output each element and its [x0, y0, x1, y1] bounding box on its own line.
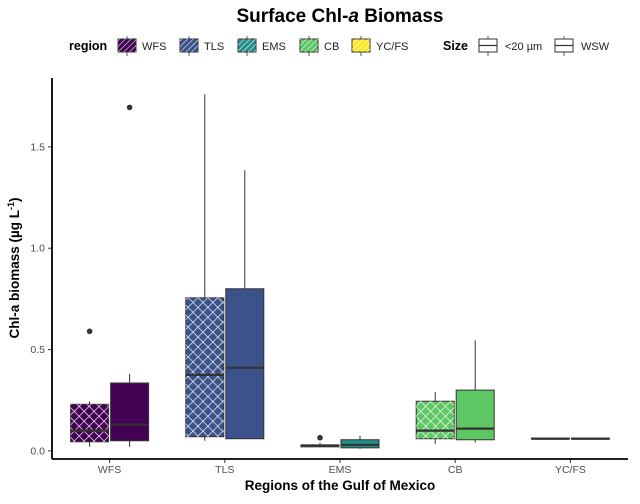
y-axis-title: Chl-a biomass (µg L-1)	[6, 197, 22, 338]
legend-region: region WFS TLS EMS CB YC/FS	[69, 36, 408, 56]
legend-key-stripes	[352, 39, 370, 52]
box-wsw-wfs	[110, 104, 150, 447]
box-body	[110, 382, 150, 442]
chart-title-main: Surface Chl-	[237, 6, 349, 27]
box-series	[70, 94, 610, 449]
legend-size-entries: <20 µm WSW	[478, 36, 610, 56]
legend-region-key-ems: EMS	[237, 36, 286, 56]
box-pattern	[70, 404, 109, 442]
legend-size-key-1: WSW	[554, 36, 610, 56]
legend-size-title: Size	[443, 39, 468, 53]
legend-region-label: CB	[324, 41, 339, 53]
box-20m-ems	[300, 434, 340, 448]
legend-region-label: EMS	[262, 41, 286, 53]
chart-title-tail: Biomass	[359, 6, 443, 27]
y-tick-label: 0.5	[30, 344, 45, 356]
legend-region-label: WFS	[142, 41, 166, 53]
outlier-point	[86, 328, 93, 335]
y-tick-label: 1.0	[30, 243, 45, 255]
legend-size-label: WSW	[581, 41, 610, 53]
x-axis-title: Regions of the Gulf of Mexico	[245, 478, 436, 493]
legend-region-label: TLS	[204, 41, 224, 53]
x-tick-label: WFS	[98, 464, 121, 476]
box-20m-ycfs	[530, 437, 570, 440]
chart-title: Surface Chl-a Biomass	[237, 6, 444, 27]
box-pattern	[416, 401, 455, 439]
legend-region-key-ycfs: YC/FS	[351, 36, 408, 56]
x-tick-label: TLS	[215, 464, 234, 476]
box-wsw-tls	[225, 170, 265, 440]
y-tick-label: 1.5	[30, 141, 45, 153]
legend-key-stripes	[300, 39, 318, 52]
box-pattern	[185, 297, 224, 437]
y-axis-title-main: Chl-a biomass (µg L	[7, 210, 22, 339]
x-tick-label: EMS	[329, 464, 352, 476]
x-axis-ticks: WFS TLS EMS CB YC/FS	[98, 459, 586, 476]
box-wsw-ycfs	[570, 437, 610, 440]
legend-size: Size <20 µm WSW	[443, 36, 610, 56]
legend-key-stripes	[180, 39, 198, 52]
y-axis-title-close: )	[7, 197, 22, 202]
box-20m-tls	[185, 94, 225, 441]
outlier-point	[126, 104, 133, 111]
legend-size-label: <20 µm	[505, 41, 542, 53]
legend-region-key-cb: CB	[299, 36, 339, 56]
box-body	[455, 389, 495, 441]
box-wsw-ems	[340, 435, 380, 449]
legend-key-stripes	[118, 39, 136, 52]
legend-region-entries: WFS TLS EMS CB YC/FS	[117, 36, 408, 56]
legend-region-key-wfs: WFS	[117, 36, 166, 56]
legend-region-key-tls: TLS	[179, 36, 224, 56]
y-axis-ticks: 0.0 0.5 1.0 1.5	[30, 141, 52, 457]
box-wsw-cb	[455, 340, 495, 443]
y-axis-title-sup: -1	[6, 202, 16, 210]
box-body	[225, 288, 265, 440]
y-tick-label: 0.0	[30, 445, 45, 457]
legend-region-title: region	[69, 39, 107, 53]
x-tick-label: CB	[448, 464, 463, 476]
legend-size-key-0: <20 µm	[478, 36, 542, 56]
box-20m-wfs	[70, 328, 110, 447]
legend-key-stripes	[238, 39, 256, 52]
outlier-point	[317, 434, 323, 441]
box-20m-cb	[415, 392, 455, 444]
x-tick-label: YC/FS	[555, 464, 586, 476]
legend-region-label: YC/FS	[376, 41, 408, 53]
chart-title-italic: a	[348, 6, 359, 27]
